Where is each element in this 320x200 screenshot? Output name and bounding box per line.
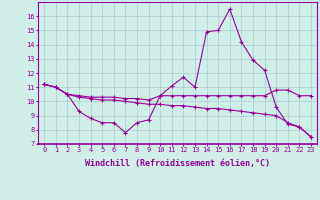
X-axis label: Windchill (Refroidissement éolien,°C): Windchill (Refroidissement éolien,°C)	[85, 159, 270, 168]
